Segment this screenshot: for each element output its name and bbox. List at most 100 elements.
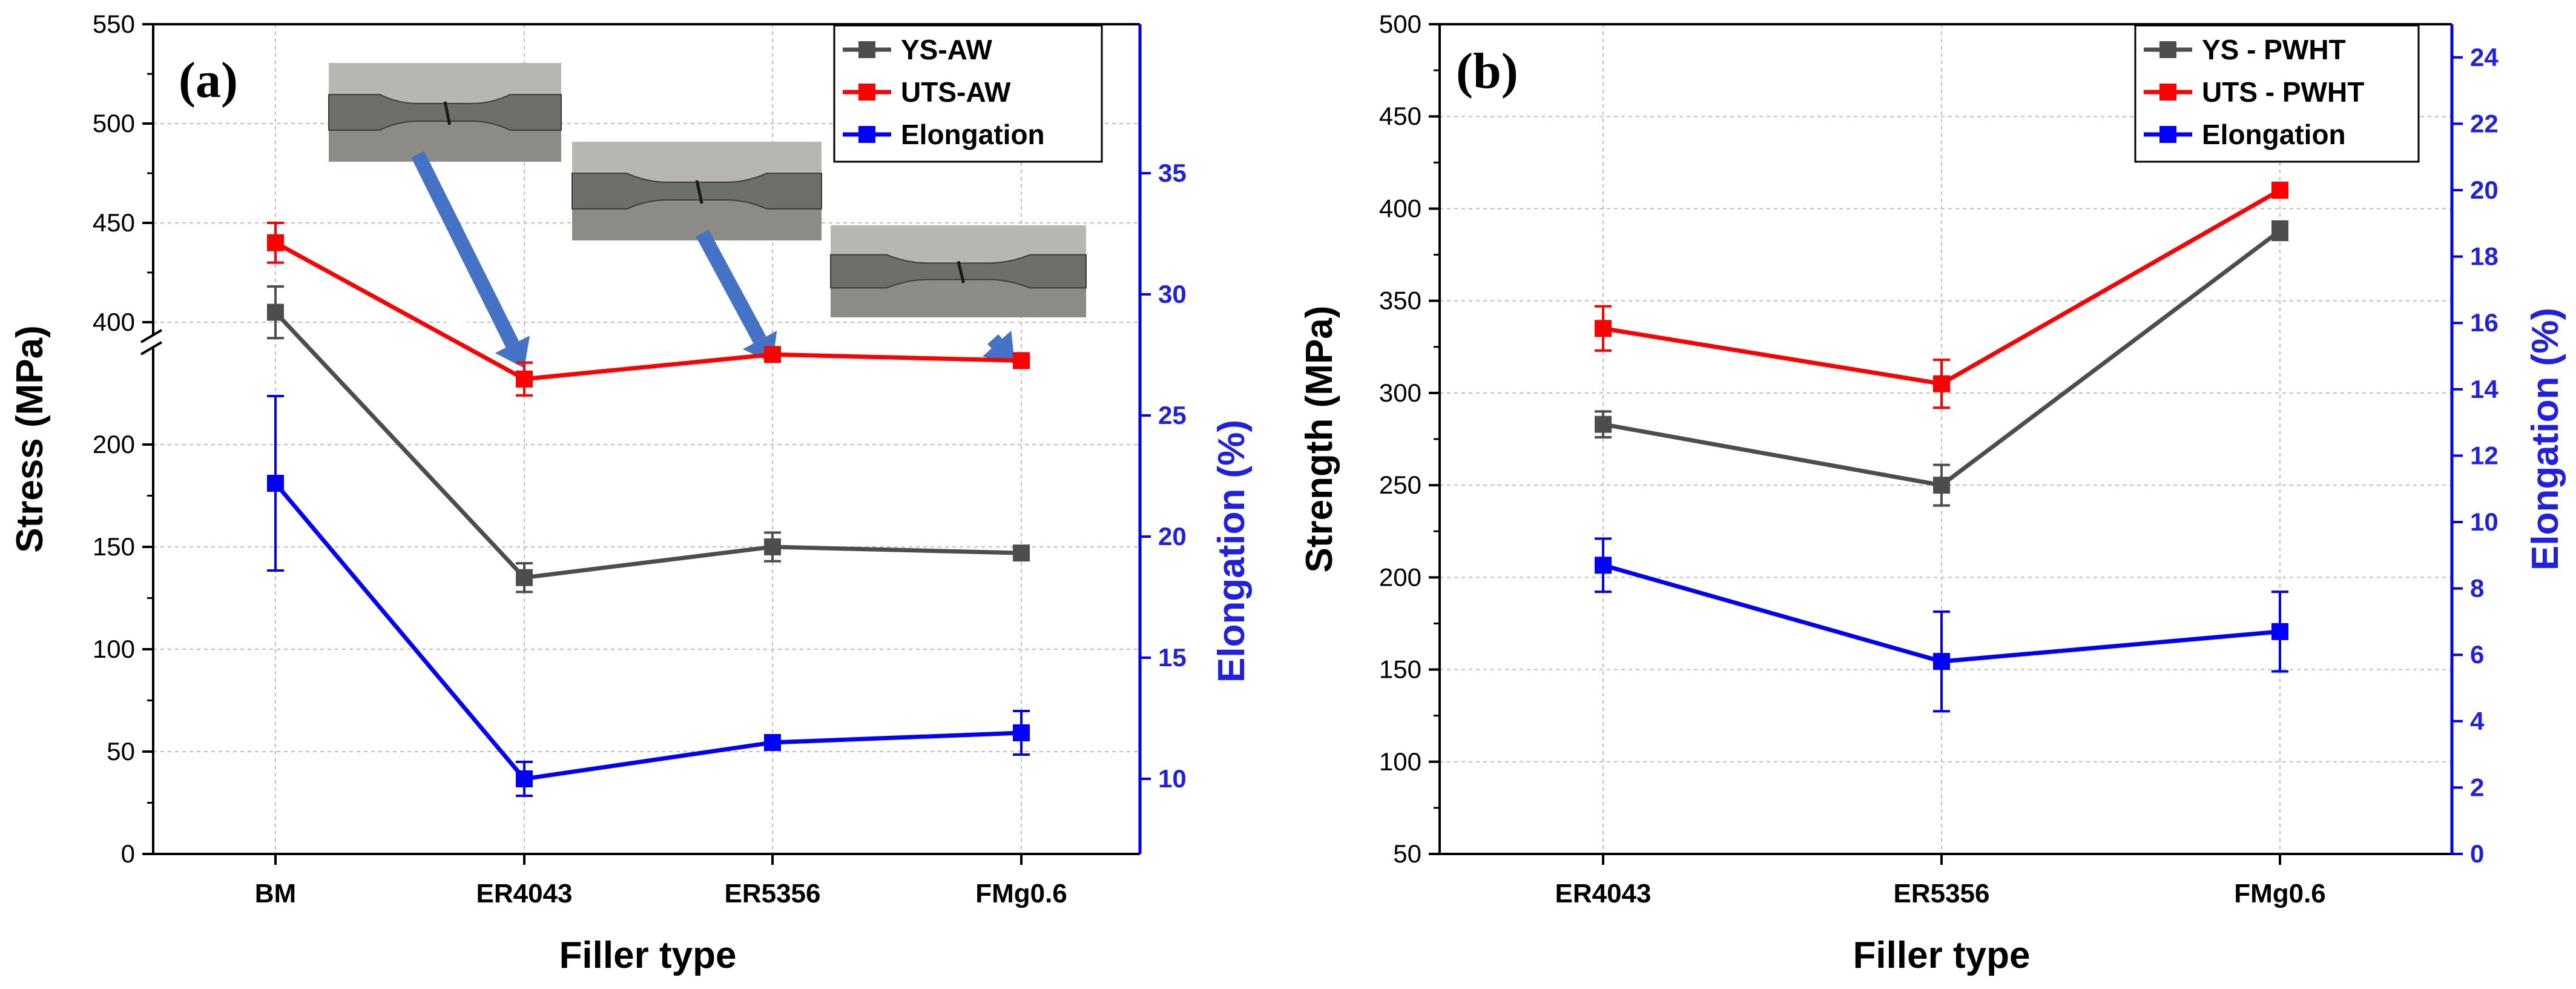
- y2-tick-label: 6: [2470, 640, 2484, 669]
- y-tick-label: 150: [1379, 655, 1421, 684]
- data-point-uts-aw: [1013, 352, 1030, 369]
- legend-swatch-marker: [858, 84, 875, 101]
- y-axis-title: Stress (MPa): [9, 325, 51, 553]
- y-tick-label: 50: [1393, 839, 1421, 868]
- legend-label: UTS - PWHT: [2202, 76, 2364, 108]
- series-elongation: [267, 395, 1030, 797]
- y2-tick-label: 22: [2470, 109, 2499, 137]
- y2-tick-label: 4: [2470, 707, 2485, 735]
- data-point-ys-aw: [516, 569, 533, 586]
- data-point-elongation: [2271, 623, 2288, 640]
- y2-tick-label: 8: [2470, 574, 2484, 603]
- axis-break-mark: [140, 329, 163, 343]
- series-uts-pwht: [1595, 181, 2288, 409]
- data-point-ys-pwht: [1933, 477, 1950, 494]
- data-point-ys-pwht: [2271, 222, 2288, 239]
- legend-swatch-marker: [858, 126, 875, 143]
- series-line-ys-aw: [274, 311, 1022, 580]
- tensile-specimen-photo: [572, 142, 822, 240]
- pointer-arrow-head: [982, 330, 1015, 363]
- pointer-arrow-shaft: [696, 230, 766, 343]
- y2-tick-label: 25: [1158, 401, 1187, 429]
- x-tick-label: BM: [255, 879, 296, 908]
- x-tick-label: ER5356: [724, 879, 820, 908]
- legend-swatch-marker: [858, 41, 875, 58]
- y2-tick-label: 20: [2470, 176, 2499, 204]
- fracture-line: [443, 101, 452, 125]
- panel-a-chart: 0 50 100 150 200 400 450 500 550 10 15 20 25 30 35 BM ER…: [9, 10, 1253, 976]
- x-tick-label: ER4043: [1555, 879, 1651, 908]
- panel-label: (a): [179, 52, 238, 108]
- y-tick-label: 300: [1379, 379, 1421, 407]
- panel-b-chart: 5010015020025030035040045050002468101214…: [1299, 10, 2566, 976]
- data-point-ys-pwht: [1595, 415, 1612, 433]
- y2-tick-label: 24: [2470, 43, 2499, 71]
- data-point-uts-pwht: [1933, 375, 1950, 392]
- series-elongation: [1595, 537, 2288, 713]
- data-point-uts-aw: [267, 234, 284, 251]
- legend-label: YS - PWHT: [2202, 34, 2346, 65]
- y-tick-label: 0: [121, 839, 135, 868]
- specimen-shape: [830, 254, 1087, 289]
- series-uts-aw: [267, 222, 1030, 397]
- x-tick-label: ER4043: [476, 879, 572, 908]
- y2-tick-label: 2: [2470, 773, 2484, 801]
- axis-break-gap: [434, 309, 474, 333]
- y2-tick-label: 14: [2470, 375, 2499, 403]
- data-point-uts-pwht: [2271, 182, 2288, 199]
- x-tick-label: ER5356: [1893, 879, 1989, 908]
- y2-tick-label: 30: [1158, 280, 1187, 308]
- y-tick-label: 500: [1379, 10, 1421, 38]
- y-tick-label: 400: [93, 308, 135, 336]
- y-tick-label: 200: [1379, 563, 1421, 591]
- data-point-ys-aw: [764, 538, 781, 555]
- series-ys-pwht: [1595, 220, 2288, 507]
- y-tick-label: 100: [1379, 747, 1421, 776]
- legend-label: YS-AW: [901, 34, 992, 65]
- data-point-elongation: [267, 475, 284, 492]
- panel-label: (b): [1456, 43, 1518, 99]
- y-tick-label: 450: [1379, 102, 1421, 130]
- x-tick-label: FMg0.6: [2234, 879, 2326, 908]
- series-ys-aw: [267, 285, 1030, 594]
- legend-label: UTS-AW: [901, 76, 1011, 108]
- y2-tick-label: 16: [2470, 308, 2499, 337]
- data-point-elongation: [1595, 557, 1612, 574]
- data-point-elongation: [516, 770, 533, 787]
- series-line-elongation: [274, 481, 1022, 781]
- legend-swatch-marker: [2159, 41, 2176, 58]
- fracture-line: [695, 180, 703, 204]
- x-axis-title: Filler type: [559, 934, 737, 976]
- pointer-arrow-head: [495, 336, 530, 368]
- legend: YS-AW UTS-AW Elongation: [833, 24, 1103, 163]
- y-axis-title: Strength (MPa): [1299, 306, 1340, 573]
- y2-tick-label: 18: [2470, 242, 2499, 271]
- y-tick-label: 400: [1379, 194, 1421, 222]
- tensile-specimen-photo: [328, 63, 562, 162]
- legend-swatch-marker: [2159, 126, 2176, 143]
- data-point-uts-aw: [764, 346, 781, 363]
- legend-label: Elongation: [2202, 119, 2346, 150]
- y-tick-label: 350: [1379, 286, 1421, 315]
- data-point-uts-aw: [516, 370, 533, 388]
- y2-tick-label: 10: [1158, 764, 1187, 793]
- y2-tick-label: 20: [1158, 522, 1187, 551]
- x-tick-label: FMg0.6: [975, 879, 1067, 908]
- y-tick-label: 500: [93, 109, 135, 137]
- data-point-uts-pwht: [1595, 320, 1612, 337]
- y-tick-label: 50: [107, 737, 135, 766]
- y2-tick-label: 10: [2470, 508, 2499, 536]
- specimen-shape: [328, 94, 562, 131]
- y2-tick-label: 15: [1158, 643, 1187, 672]
- y2-axis-title: Elongation (%): [1211, 420, 1253, 683]
- y-tick-label: 150: [93, 532, 135, 561]
- axis-break-mark: [140, 341, 163, 356]
- y2-axis-title: Elongation (%): [2525, 308, 2566, 571]
- data-point-elongation: [764, 734, 781, 751]
- y2-tick-label: 35: [1158, 159, 1187, 187]
- pointer-arrow-shaft: [987, 334, 1003, 349]
- data-point-ys-aw: [267, 303, 284, 321]
- data-point-ys-aw: [1013, 544, 1030, 562]
- tensile-specimen-photo: [830, 225, 1087, 317]
